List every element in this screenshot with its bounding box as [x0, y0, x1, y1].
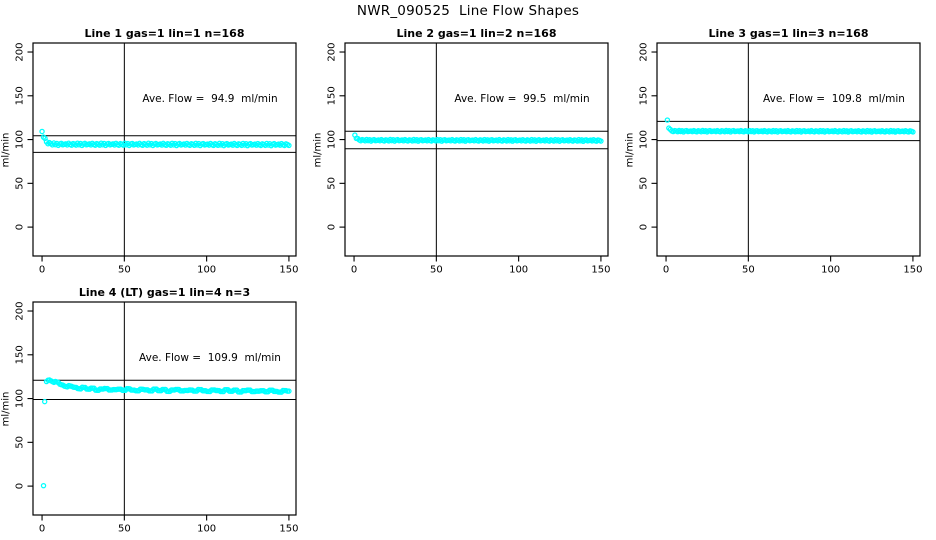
- average-flow-annotation: Ave. Flow = 99.5 ml/min: [454, 93, 589, 105]
- x-tick-label: 100: [821, 265, 840, 276]
- y-tick-label: 150: [639, 86, 650, 105]
- subplot-line-3: Line 3 gas=1 lin=3 n=168 0 50 100 150 0 50 100 1…: [624, 22, 936, 280]
- y-tick-label: 150: [327, 86, 338, 105]
- data-points: [39, 128, 292, 149]
- data-point: [910, 129, 916, 135]
- average-flow-annotation: Ave. Flow = 109.9 ml/min: [139, 352, 281, 364]
- outlier-point: [40, 482, 47, 489]
- y-axis-label: ml/min: [625, 133, 636, 168]
- chart-svg: Line 1 gas=1 lin=1 n=168 0 50 100 150 0 50 100 1…: [1, 27, 299, 276]
- x-tick-label: 150: [279, 265, 298, 276]
- figure-title: NWR_090525 Line Flow Shapes: [356, 3, 580, 19]
- y-tick-label: 200: [639, 42, 650, 61]
- subplot-title: Line 2 gas=1 lin=2 n=168: [396, 27, 556, 40]
- x-tick-label: 50: [430, 265, 443, 276]
- chart-svg: Line 4 (LT) gas=1 lin=4 n=3 0 50 100 150 0 50 1…: [1, 286, 299, 535]
- x-tick-label: 100: [509, 265, 528, 276]
- y-tick-label: 200: [15, 301, 26, 320]
- data-point: [286, 388, 292, 394]
- x-tick-label: 50: [118, 524, 131, 535]
- y-tick-label: 100: [15, 130, 26, 149]
- data-point: [39, 128, 45, 135]
- subplot-line-4: Line 4 (LT) gas=1 lin=4 n=3 0 50 100 150 0 50 1…: [0, 281, 312, 539]
- data-points: [352, 132, 604, 144]
- y-tick-label: 50: [15, 177, 26, 190]
- y-tick-label: 100: [15, 389, 26, 408]
- x-tick-label: 0: [351, 265, 357, 276]
- plot-box: [656, 42, 921, 257]
- y-tick-label: 0: [15, 483, 26, 489]
- y-tick-label: 150: [15, 86, 26, 105]
- x-tick-label: 150: [279, 524, 298, 535]
- data-point: [664, 117, 671, 123]
- x-tick-label: 0: [39, 524, 45, 535]
- y-tick-label: 200: [327, 42, 338, 61]
- x-tick-label: 50: [742, 265, 755, 276]
- y-tick-label: 0: [639, 224, 650, 230]
- plot-box: [32, 301, 297, 516]
- subplot-line-2: Line 2 gas=1 lin=2 n=168 0 50 100 150 0 50 100 1…: [312, 22, 624, 280]
- x-tick-label: 100: [197, 265, 216, 276]
- average-flow-annotation: Ave. Flow = 94.9 ml/min: [142, 93, 277, 105]
- plot-box: [32, 42, 297, 257]
- chart-svg: Line 2 gas=1 lin=2 n=168 0 50 100 150 0 50 100 1…: [313, 27, 611, 276]
- plot-box: [344, 42, 609, 257]
- y-tick-label: 0: [15, 224, 26, 230]
- chart-svg: Line 3 gas=1 lin=3 n=168 0 50 100 150 0 50 100 1…: [625, 27, 923, 276]
- y-tick-label: 100: [639, 130, 650, 149]
- subplot-title: Line 1 gas=1 lin=1 n=168: [84, 27, 244, 40]
- subplot-line-1: Line 1 gas=1 lin=1 n=168 0 50 100 150 0 50 100 1…: [0, 22, 312, 280]
- x-tick-label: 100: [197, 524, 216, 535]
- y-tick-label: 150: [15, 345, 26, 364]
- x-tick-label: 150: [591, 265, 610, 276]
- y-tick-label: 50: [639, 177, 650, 190]
- data-point: [286, 142, 292, 149]
- y-tick-label: 50: [15, 436, 26, 449]
- data-points: [40, 377, 292, 489]
- y-tick-label: 200: [15, 42, 26, 61]
- subplot-title: Line 3 gas=1 lin=3 n=168: [708, 27, 868, 40]
- data-point: [598, 138, 604, 144]
- y-tick-label: 50: [327, 177, 338, 190]
- x-tick-label: 0: [39, 265, 45, 276]
- y-axis-label: ml/min: [1, 392, 12, 427]
- x-tick-label: 150: [903, 265, 922, 276]
- y-axis-label: ml/min: [313, 133, 324, 168]
- subplot-title: Line 4 (LT) gas=1 lin=4 n=3: [79, 286, 250, 299]
- outlier-point: [41, 398, 48, 405]
- x-tick-label: 0: [663, 265, 669, 276]
- y-axis-label: ml/min: [1, 133, 12, 168]
- y-tick-label: 100: [327, 130, 338, 149]
- x-tick-label: 50: [118, 265, 131, 276]
- average-flow-annotation: Ave. Flow = 109.8 ml/min: [763, 93, 905, 105]
- y-tick-label: 0: [327, 224, 338, 230]
- data-points: [664, 117, 916, 135]
